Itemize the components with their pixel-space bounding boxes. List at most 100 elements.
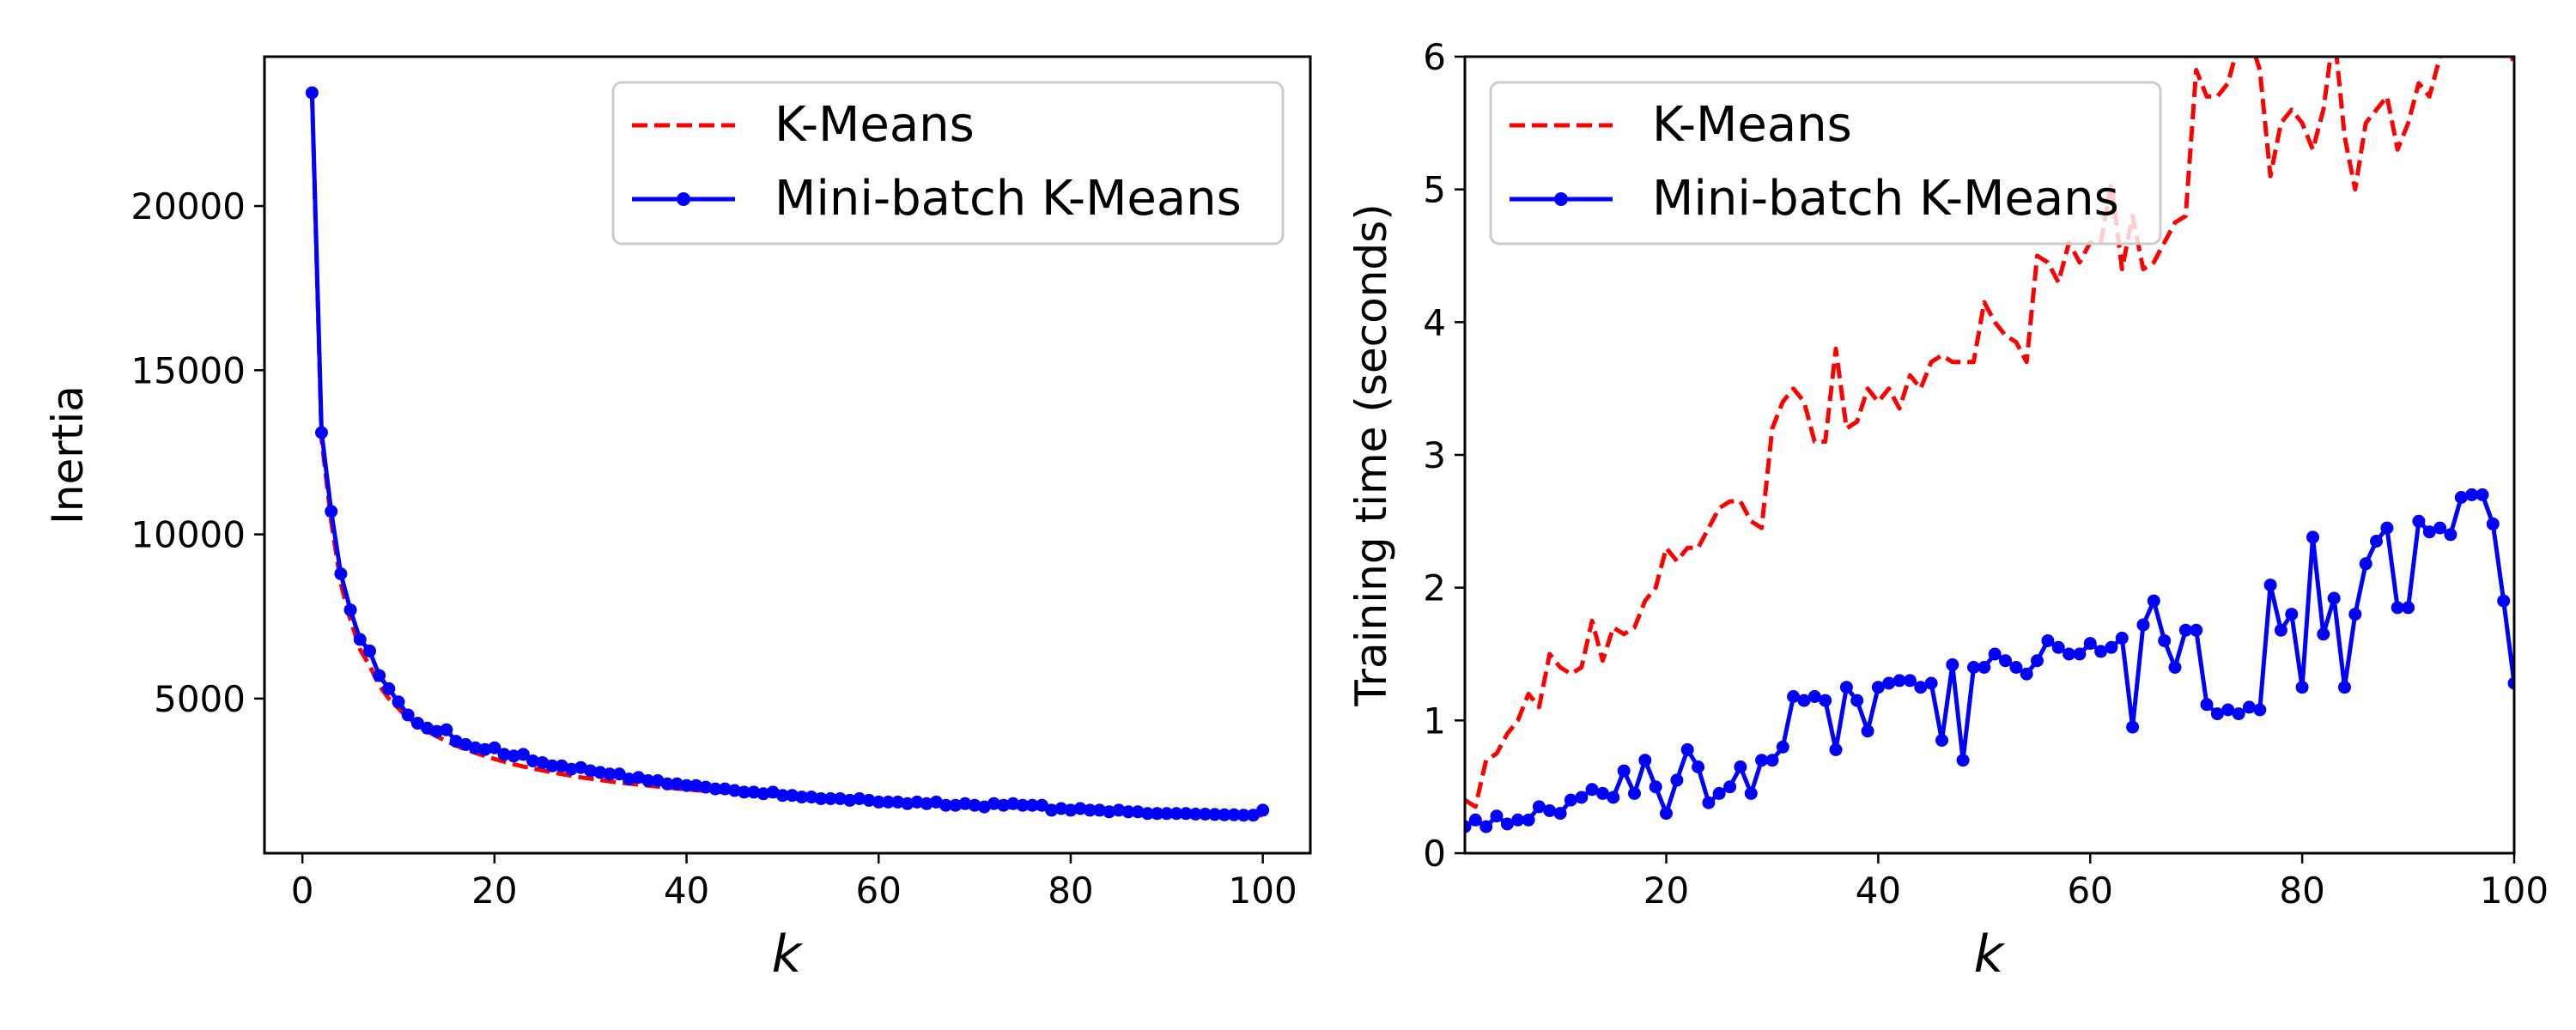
inertia-series-1-point-5 [353,633,367,646]
inertia-series-1-point-41 [699,780,713,794]
inertia-series-1-point-75 [1025,798,1039,812]
inertia-series-1-point-25 [545,759,559,772]
inertia-series-1-point-4 [343,603,357,617]
training-time-series-1-point-87 [2380,521,2394,535]
inertia-series-1-point-96 [1227,808,1241,821]
inertia-series-1-point-74 [1016,798,1030,812]
training-time-series-1-point-30 [1776,740,1789,754]
training-time-series-1-point-44 [1924,676,1938,690]
training-time-series-1-point-79 [2295,681,2309,694]
training-time-y-tick-label-5: 5 [1423,169,1446,211]
inertia-series-1-point-2 [325,505,338,518]
training-time-series-1-point-11 [1575,791,1589,804]
inertia-series-1-point-82 [1093,803,1106,817]
inertia-y-tick-label-2: 15000 [131,349,246,391]
training-time-series-1-point-12 [1585,783,1599,797]
training-time-series-1-point-81 [2317,627,2330,641]
training-time-series-1-point-20 [1670,773,1684,787]
inertia-plot-frame [263,55,1312,855]
training-time-series-1-point-67 [2168,661,2182,674]
inertia-series-1-point-6 [363,644,376,657]
training-time-series-1-point-69 [2190,623,2203,637]
inertia-series-1-point-85 [1121,805,1135,819]
inertia-series-1-point-53 [814,792,828,805]
training-time-series-1-point-26 [1734,760,1747,773]
training-time-series-1-point-23 [1702,796,1716,809]
inertia-series-1-point-52 [805,791,818,804]
training-time-series-1-point-45 [1935,734,1948,747]
inertia-series-1-point-94 [1208,808,1222,821]
training-time-series-1-point-50 [1988,647,2002,661]
training-time-series-1-point-88 [2391,601,2404,615]
training-time-series-1-point-77 [2274,623,2287,637]
training-time-series-1-point-83 [2338,681,2351,694]
inertia-series-1-point-50 [786,789,799,803]
training-time-x-tick-label-1: 40 [1856,869,1901,912]
training-time-series-1-point-7 [1532,800,1546,814]
training-time-series-1-point-2 [1479,820,1493,833]
inertia-series-1-point-39 [680,779,694,792]
inertia-legend-minibatch-marker [677,192,690,206]
inertia-series-1-point-21 [507,749,520,763]
training-time-series-1-point-41 [1893,674,1906,688]
training-time-series-1-point-98 [2497,594,2511,608]
training-time-series-1-point-62 [2115,631,2129,645]
inertia-series-1-point-8 [382,682,396,695]
training-time-series-1-line [1465,492,2514,829]
training-time-series-1-point-14 [1607,791,1620,804]
training-time-series-1-point-74 [2242,700,2256,714]
inertia-series-1-point-18 [478,742,492,756]
training-time-series-1-point-6 [1522,813,1535,827]
training-time-series-1-point-78 [2285,608,2299,621]
training-time-series-1-point-92 [2433,521,2447,535]
inertia-x-tick-label-5: 100 [1229,869,1297,912]
training-time-series-1-point-66 [2158,634,2172,647]
training-time-series-1-point-95 [2465,488,2479,501]
training-time-series-1-point-37 [1850,694,1864,707]
training-time-series-1-point-18 [1649,780,1662,794]
training-time-series-1-point-55 [2041,634,2055,647]
inertia-series-1-point-64 [920,797,933,810]
training-time-series-1-point-48 [1967,661,1980,674]
training-time-legend-box [1489,81,2162,245]
training-time-series-1-point-25 [1723,780,1737,794]
inertia-x-axis-label: k [772,924,804,985]
inertia-series-1-point-31 [603,767,617,781]
training-time-series-1-point-3 [1490,809,1504,823]
inertia-series-1-point-99 [1256,803,1270,817]
inertia-legend-box [611,81,1285,245]
inertia-series-1-point-45 [738,785,751,799]
inertia-series-1-point-0 [305,86,319,100]
training-time-series-1-point-52 [2009,661,2023,674]
training-time-legend-kmeans-label: K-Means [1652,97,1852,153]
training-time-series-1-point-97 [2486,517,2500,530]
inertia-series-1-point-72 [997,798,1011,812]
inertia-series-1-point-78 [1054,802,1068,815]
training-time-series-1-point-90 [2412,514,2426,528]
inertia-series-1-point-69 [968,798,981,812]
training-time-series-1-point-82 [2327,591,2341,605]
training-time-series-1-point-31 [1787,690,1801,703]
training-time-series-1-point-58 [2073,647,2087,661]
inertia-y-axis-label: Inertia [43,385,93,524]
training-time-series-1-point-47 [1956,754,1970,767]
inertia-x-tick-label-0: 0 [291,869,314,912]
training-time-series-1-point-93 [2444,528,2458,542]
inertia-series-1-point-91 [1179,807,1193,821]
training-time-series-1-point-8 [1543,804,1557,817]
inertia-series-1-point-86 [1131,805,1145,819]
inertia-series-1-point-35 [641,774,655,787]
training-time-y-tick-label-1: 1 [1423,700,1446,742]
inertia-x-tick-label-4: 80 [1048,869,1093,912]
training-time-series-1-point-0 [1465,820,1472,833]
training-time-series-1-point-9 [1553,807,1567,821]
inertia-series-1-point-92 [1188,808,1202,821]
inertia-series-1-point-14 [440,723,453,736]
training-time-series-1-point-49 [1978,661,1991,674]
training-time-y-axis-label: Training time (seconds) [1346,203,1396,706]
inertia-series-1-point-7 [373,669,386,682]
inertia-series-1-point-46 [747,785,761,799]
inertia-series-1-point-11 [410,717,424,730]
training-time-series-1-point-76 [2263,579,2277,592]
training-time-series-1-point-80 [2306,530,2319,544]
